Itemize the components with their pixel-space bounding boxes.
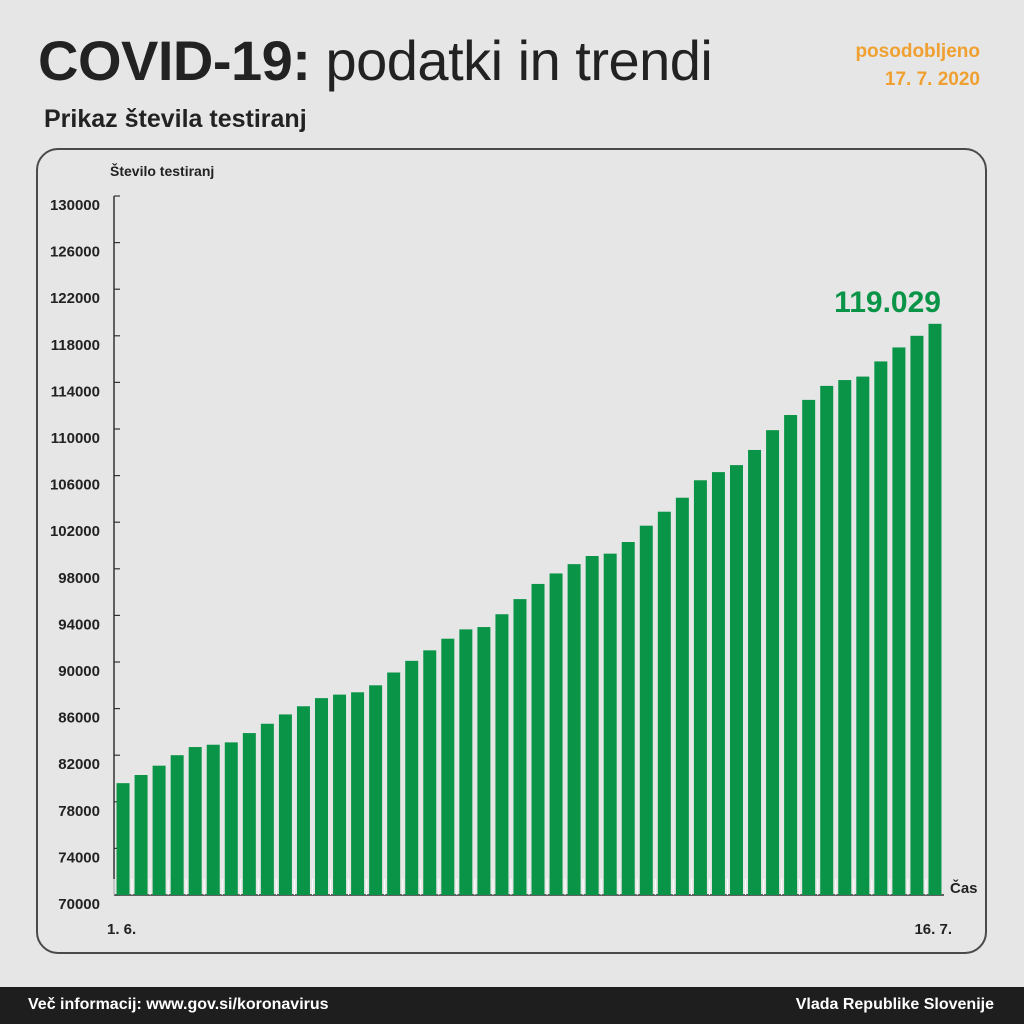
data-bar [730,465,743,895]
data-bar [134,775,148,895]
y-tick-label: 110000 [51,430,100,447]
y-tick-label: 122000 [50,290,100,307]
data-bar [495,614,509,895]
data-bar [567,564,581,895]
y-tick-label: 94000 [58,616,100,633]
footer-government: Vlada Republike Slovenije [795,996,994,1013]
data-bar [170,755,184,895]
data-bar [766,430,780,895]
data-bar [242,733,256,895]
y-tick-label: 98000 [58,570,100,587]
data-bar [315,698,328,895]
data-bar [152,765,166,895]
data-bar [675,497,689,895]
data-bar [874,361,888,895]
data-bar [459,629,473,895]
data-bar [206,744,220,895]
data-bar [693,480,707,895]
data-bar [802,399,816,896]
data-bar [333,694,347,895]
y-tick-label: 70000 [58,896,100,913]
data-bar [116,783,130,895]
data-bar [260,723,274,895]
updated-block: posodobljeno 17. 7. 2020 [855,38,980,94]
data-bar [477,627,491,895]
y-tick-label: 106000 [50,477,100,494]
page-title: COVID-19: podatki in trendi [38,28,713,93]
y-tick-label: 86000 [58,710,100,727]
data-bar [585,555,599,895]
x-start-label: 1. 6. [107,921,136,938]
data-bar [910,335,924,895]
data-bar [892,347,906,895]
title-bold: COVID-19: [38,29,311,92]
data-bar [639,525,653,895]
y-tick-label: 102000 [50,523,100,540]
data-bar [856,376,870,895]
updated-date: 17. 7. 2020 [884,69,980,90]
data-bar [621,542,635,895]
data-bar [820,385,834,895]
updated-label: posodobljeno [855,41,980,62]
data-bar [748,449,762,895]
highlight-value-label: 119.029 [834,286,941,319]
data-bar [838,380,852,895]
data-bar [531,583,545,895]
chart-panel [36,148,987,954]
footer-info-link[interactable]: Več informacij: www.gov.si/koronavirus [28,996,329,1013]
data-bar [928,323,942,895]
data-bar [351,692,365,895]
data-bar [369,685,383,895]
data-bar [423,650,437,895]
title-light: podatki in trendi [325,29,713,92]
data-bar [188,747,202,895]
chart-subtitle: Prikaz števila testiranj [44,105,307,133]
y-tick-label: 78000 [58,803,100,820]
data-bar [441,638,455,895]
data-bar [603,553,617,895]
y-axis-label: Število testiranj [110,162,214,179]
y-tick-label: 90000 [58,663,100,680]
footer-bar: Več informacij: www.gov.si/koronavirus V… [0,987,1024,1024]
y-tick-label: 130000 [50,197,100,214]
data-bar [549,573,563,895]
data-bar [711,472,725,895]
data-bar [513,599,527,895]
data-bar [405,660,419,895]
y-tick-label: 82000 [58,756,100,773]
data-bar [387,672,401,895]
data-bar [296,706,310,895]
x-axis-label: Čas [950,879,978,897]
y-tick-label: 118000 [51,337,100,354]
y-tick-label: 114000 [51,383,100,400]
data-bar [657,511,671,895]
x-end-label: 16. 7. [914,921,952,938]
data-bar [278,714,292,895]
y-tick-label: 126000 [50,244,100,261]
y-tick-label: 74000 [58,849,100,866]
data-bar [784,415,798,895]
data-bar [224,742,238,895]
